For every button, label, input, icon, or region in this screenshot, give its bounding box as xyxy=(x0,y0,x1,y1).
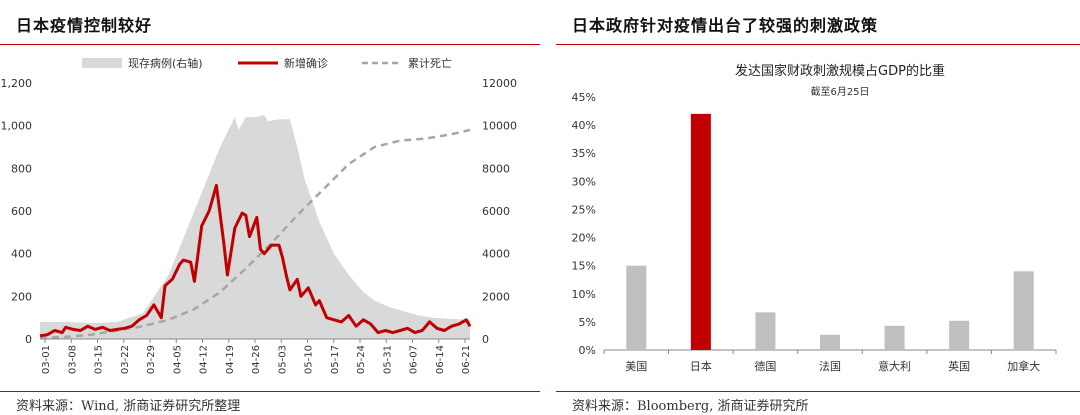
x-tick-label: 05-24 xyxy=(356,345,367,374)
bar-日本 xyxy=(690,113,711,350)
legend-label: 现存病例(右轴) xyxy=(128,56,203,70)
y-left-tick-label: 0 xyxy=(25,333,32,346)
bar-意大利 xyxy=(884,325,905,350)
series-new-cases-line xyxy=(39,183,472,338)
x-tick-label: 意大利 xyxy=(878,359,911,373)
y-left-tick-label: 1,200 xyxy=(1,77,33,90)
bar-法国 xyxy=(820,334,840,350)
y-tick-label: 5% xyxy=(579,316,596,329)
right-source-rule xyxy=(556,391,1080,392)
right-title-rule xyxy=(556,44,1080,45)
bar-德国 xyxy=(755,312,776,350)
x-tick-label: 06-07 xyxy=(409,345,420,374)
x-tick-label: 英国 xyxy=(948,359,970,373)
x-tick-label: 美国 xyxy=(625,360,647,373)
y-tick-label: 40% xyxy=(572,119,596,132)
legend-label: 新增确诊 xyxy=(284,56,328,70)
x-tick-label: 06-14 xyxy=(435,345,446,374)
y-tick-label: 30% xyxy=(572,175,596,188)
x-tick-label: 05-03 xyxy=(277,345,288,374)
y-tick-label: 15% xyxy=(572,260,596,273)
x-tick-label: 05-17 xyxy=(330,345,341,374)
y-left-tick-label: 1,000 xyxy=(1,120,33,133)
bar-美国 xyxy=(626,265,647,350)
x-tick-label: 德国 xyxy=(754,359,776,373)
x-tick-label: 03-15 xyxy=(94,345,105,374)
x-tick-label: 05-31 xyxy=(382,345,393,374)
x-tick-label: 05-10 xyxy=(304,345,315,374)
y-tick-label: 10% xyxy=(572,288,596,301)
y-left-tick-label: 200 xyxy=(11,290,32,303)
left-panel-title: 日本疫情控制较好 xyxy=(16,16,153,35)
y-right-tick-label: 4000 xyxy=(482,248,510,261)
y-tick-label: 0% xyxy=(579,344,596,357)
left-source-rule xyxy=(0,391,540,392)
right-panel: 日本政府针对疫情出台了较强的刺激政策 发达国家财政刺激规模占GDP的比重 截至6月… xyxy=(556,0,1080,415)
y-right-tick-label: 6000 xyxy=(482,205,510,218)
x-tick-label: 04-19 xyxy=(225,345,236,374)
x-tick-label: 03-22 xyxy=(120,345,131,374)
right-source-note: 资料来源：Bloomberg, 浙商证券研究所 xyxy=(572,399,809,414)
legend-swatch-area xyxy=(82,58,122,68)
bar-加拿大 xyxy=(1013,271,1034,350)
x-tick-label: 03-08 xyxy=(67,345,78,374)
bar-英国 xyxy=(949,320,970,350)
y-right-tick-label: 2000 xyxy=(482,290,510,303)
y-tick-label: 45% xyxy=(572,91,596,104)
x-tick-label: 03-01 xyxy=(41,345,52,374)
right-panel-title: 日本政府针对疫情出台了较强的刺激政策 xyxy=(572,16,879,35)
left-title-rule xyxy=(0,44,540,45)
covid-chart: 现存病例(右轴) 新增确诊 累计死亡 0 200 400 600 800 1,000 1,200 0… xyxy=(1,56,518,374)
x-tick-label: 04-26 xyxy=(251,345,262,374)
y-right-tick-label: 12000 xyxy=(482,77,517,90)
chart-title: 发达国家财政刺激规模占GDP的比重 xyxy=(735,63,945,79)
y-tick-label: 25% xyxy=(572,203,596,216)
y-right-tick-label: 8000 xyxy=(482,162,510,175)
x-tick-label: 法国 xyxy=(819,359,841,373)
x-tick-label: 04-12 xyxy=(199,345,210,374)
x-tick-label: 04-05 xyxy=(172,345,183,374)
chart-subtitle: 截至6月25日 xyxy=(810,85,869,98)
left-source-note: 资料来源：Wind, 浙商证券研究所整理 xyxy=(16,399,241,414)
left-panel: 日本疫情控制较好 现存病例(右轴) 新增确诊 累计死亡 0 200 400 600 800 1,… xyxy=(0,16,540,414)
x-tick-label: 加拿大 xyxy=(1007,359,1040,373)
x-tick-label: 03-29 xyxy=(146,345,157,374)
x-tick-label: 日本 xyxy=(690,359,712,373)
y-left-tick-label: 600 xyxy=(11,205,32,218)
y-tick-label: 20% xyxy=(572,232,596,245)
y-left-tick-label: 800 xyxy=(11,162,32,175)
y-right-tick-label: 10000 xyxy=(482,120,517,133)
series-active-cases-area xyxy=(40,115,470,339)
y-left-tick-label: 400 xyxy=(11,248,32,261)
y-tick-label: 35% xyxy=(572,147,596,160)
x-tick-label: 06-21 xyxy=(461,345,472,374)
y-right-tick-label: 0 xyxy=(482,333,489,346)
legend-label: 累计死亡 xyxy=(408,56,452,70)
